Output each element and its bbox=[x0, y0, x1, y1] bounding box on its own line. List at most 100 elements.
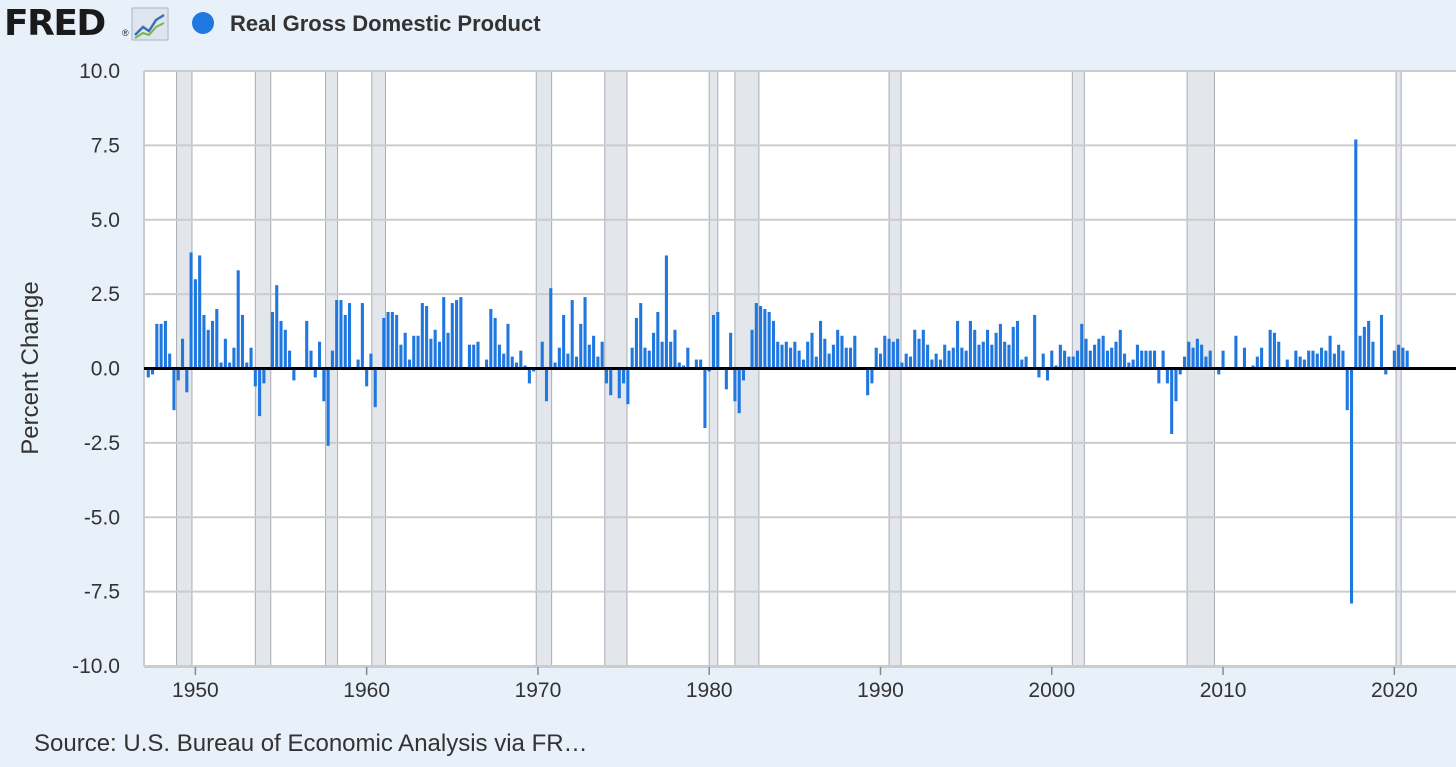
bar-97 bbox=[562, 314, 566, 369]
bar-39 bbox=[313, 368, 317, 378]
bar-23 bbox=[245, 362, 249, 369]
bar-144 bbox=[763, 309, 767, 369]
chart-header: FRED ® Real Gross Domestic Product bbox=[0, 0, 1456, 48]
bar-192 bbox=[968, 320, 972, 369]
bar-243 bbox=[1187, 341, 1191, 369]
bar-146 bbox=[771, 320, 775, 369]
bar-251 bbox=[1221, 350, 1225, 369]
bar-209 bbox=[1041, 353, 1045, 369]
bar-240 bbox=[1174, 368, 1178, 402]
bar-55 bbox=[382, 317, 386, 369]
fred-logo[interactable]: FRED bbox=[4, 3, 106, 44]
bar-262 bbox=[1268, 329, 1272, 369]
bar-75 bbox=[467, 344, 471, 369]
bar-122 bbox=[669, 341, 673, 369]
bar-89 bbox=[527, 368, 531, 384]
bar-62 bbox=[412, 335, 416, 369]
bar-73 bbox=[459, 297, 463, 369]
bar-268 bbox=[1294, 350, 1298, 369]
bar-280 bbox=[1345, 368, 1349, 411]
bar-116 bbox=[643, 347, 647, 369]
bar-34 bbox=[292, 368, 296, 381]
x-axis-ticks: 1950 1960 1970 1980 1990 2000 2010 2020 bbox=[172, 667, 1418, 702]
bar-92 bbox=[540, 341, 544, 369]
bar-203 bbox=[1015, 320, 1020, 369]
bar-82 bbox=[497, 344, 501, 369]
bar-215 bbox=[1067, 356, 1071, 369]
bar-143 bbox=[759, 306, 763, 369]
bar-12 bbox=[198, 255, 202, 369]
bar-14 bbox=[206, 329, 210, 369]
x-tick-label-2: 1970 bbox=[515, 679, 562, 702]
bar-124 bbox=[677, 362, 681, 369]
bar-263 bbox=[1272, 332, 1276, 369]
bar-269 bbox=[1298, 356, 1302, 369]
bar-218 bbox=[1080, 323, 1084, 369]
bar-33 bbox=[288, 350, 292, 369]
y-tick-label-3: 2.5 bbox=[91, 283, 120, 306]
bar-8 bbox=[180, 338, 185, 369]
bar-152 bbox=[797, 350, 801, 369]
bar-141 bbox=[750, 329, 754, 369]
bar-139 bbox=[741, 368, 746, 381]
bar-193 bbox=[973, 329, 977, 369]
bar-226 bbox=[1114, 341, 1118, 369]
bar-24 bbox=[249, 347, 253, 369]
bar-0 bbox=[146, 368, 150, 378]
bar-153 bbox=[801, 359, 805, 369]
gdp-bar-chart: 10.07.55.02.50.0-2.5-5.0-7.5-10.0 1950 19… bbox=[72, 60, 1456, 702]
bar-65 bbox=[425, 306, 429, 369]
bar-213 bbox=[1058, 344, 1062, 369]
bar-179 bbox=[913, 329, 917, 369]
bar-293 bbox=[1401, 347, 1405, 369]
bar-87 bbox=[519, 350, 523, 369]
bar-105 bbox=[596, 356, 600, 369]
bar-158 bbox=[823, 338, 827, 369]
bar-199 bbox=[998, 323, 1002, 369]
bar-106 bbox=[600, 341, 604, 369]
y-tick-label-6: -5.0 bbox=[84, 506, 120, 529]
bar-71 bbox=[450, 303, 454, 369]
bar-260 bbox=[1260, 347, 1264, 369]
bar-119 bbox=[656, 311, 660, 369]
bar-95 bbox=[553, 362, 557, 369]
bar-230 bbox=[1131, 359, 1135, 369]
bar-76 bbox=[472, 344, 476, 369]
y-tick-label-2: 5.0 bbox=[91, 209, 120, 232]
legend-series-label[interactable]: Real Gross Domestic Product bbox=[230, 11, 541, 36]
bar-22 bbox=[240, 314, 245, 369]
bar-41 bbox=[322, 368, 326, 402]
bar-239 bbox=[1170, 368, 1174, 434]
bar-15 bbox=[210, 320, 215, 369]
source-attribution[interactable]: Source: U.S. Bureau of Economic Analysis… bbox=[34, 730, 588, 757]
bar-216 bbox=[1071, 356, 1075, 369]
bar-147 bbox=[776, 341, 780, 369]
data-bars bbox=[146, 139, 1409, 604]
bar-103 bbox=[587, 344, 591, 369]
bar-94 bbox=[549, 288, 553, 369]
bar-224 bbox=[1105, 350, 1109, 369]
bar-238 bbox=[1165, 368, 1169, 384]
bar-142 bbox=[754, 303, 758, 369]
x-tick-label-4: 1990 bbox=[857, 679, 904, 702]
bar-231 bbox=[1135, 344, 1139, 369]
bar-67 bbox=[433, 329, 437, 369]
bar-84 bbox=[506, 323, 510, 369]
bar-83 bbox=[502, 353, 506, 369]
bar-176 bbox=[900, 362, 904, 369]
bar-211 bbox=[1050, 350, 1054, 369]
bar-194 bbox=[977, 344, 981, 369]
bar-117 bbox=[647, 350, 651, 369]
bar-272 bbox=[1311, 350, 1315, 369]
bar-16 bbox=[215, 309, 219, 369]
bar-281 bbox=[1349, 368, 1354, 604]
bar-222 bbox=[1097, 338, 1101, 369]
bar-51 bbox=[365, 368, 369, 387]
bar-195 bbox=[981, 341, 985, 369]
bar-186 bbox=[943, 344, 947, 369]
bar-112 bbox=[626, 368, 630, 405]
bar-205 bbox=[1024, 356, 1028, 369]
bar-225 bbox=[1110, 347, 1114, 369]
bar-11 bbox=[193, 279, 197, 369]
bar-79 bbox=[485, 359, 489, 369]
